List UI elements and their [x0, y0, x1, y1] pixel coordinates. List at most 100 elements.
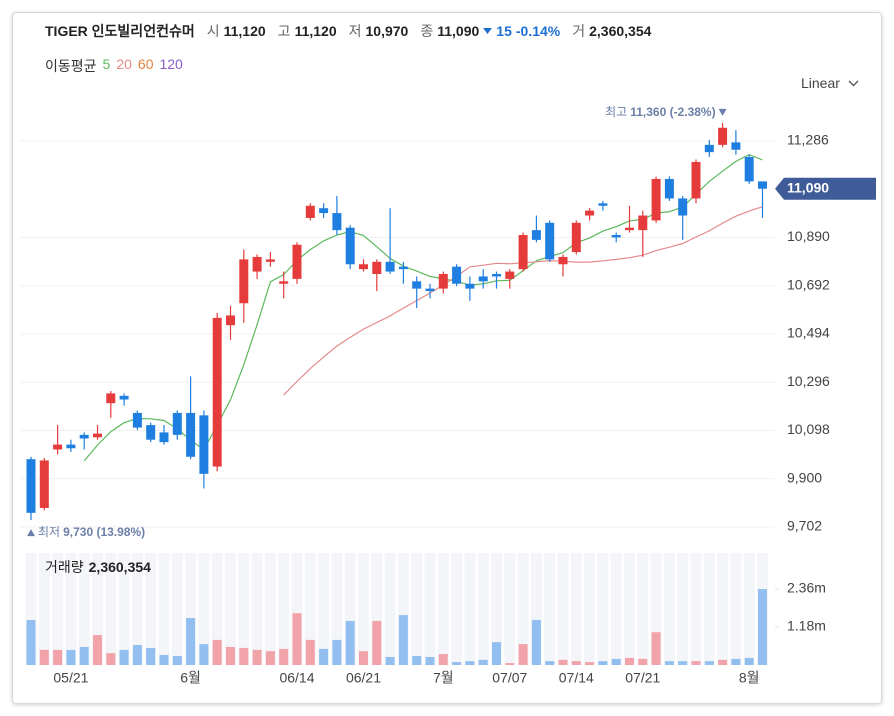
- ma-line: [83, 153, 763, 462]
- volume-bar: [478, 659, 488, 665]
- volume-bar: [39, 649, 49, 665]
- volume-column-bg: [198, 553, 210, 665]
- volume-bar: [425, 656, 435, 665]
- candle-body: [292, 244, 302, 279]
- volume-bar: [558, 659, 568, 665]
- volume-column-bg: [424, 553, 436, 665]
- close-value: 11,090: [437, 23, 480, 39]
- volume-column-bg: [384, 553, 396, 665]
- candle-body: [558, 256, 568, 265]
- price-tag-label: 11,090: [787, 179, 829, 195]
- volume-title: 거래량 2,360,354: [45, 559, 151, 575]
- x-tick-label: 05/21: [53, 670, 88, 686]
- candle-body: [452, 266, 462, 284]
- low-annotation: 최저 9,730 (13.98%): [38, 525, 145, 539]
- volume-column-bg: [530, 553, 542, 665]
- volume-column-bg: [264, 553, 276, 665]
- close-label: 종: [420, 23, 434, 39]
- volume-bar: [132, 645, 142, 665]
- high-value: 11,120: [294, 23, 337, 39]
- y-tick-label: 11,286: [787, 132, 829, 148]
- volume-title-value: 2,360,354: [89, 559, 151, 575]
- candle-body: [651, 178, 661, 221]
- candle-body: [664, 178, 674, 199]
- volume-bar: [398, 615, 408, 665]
- candle-body: [598, 203, 608, 206]
- volume-column-bg: [663, 553, 675, 665]
- volume-column-bg: [38, 553, 50, 665]
- candle-body: [398, 266, 408, 270]
- volume-bar: [678, 661, 688, 665]
- volume-bar: [465, 661, 475, 665]
- candle-body: [758, 181, 767, 189]
- candle-body: [518, 235, 528, 270]
- volume-bar: [758, 589, 767, 665]
- volume-column-bg: [544, 553, 556, 665]
- volume-bar: [505, 663, 515, 665]
- y-tick-label: 10,296: [787, 373, 830, 389]
- candle-body: [704, 144, 714, 153]
- high-annotation-text: 11,360 (-2.38%): [630, 105, 715, 119]
- volume-bar: [332, 639, 342, 665]
- low-annotation-text: 9,730 (13.98%): [63, 525, 145, 539]
- candle-body: [39, 460, 49, 508]
- volume-bar: [319, 648, 329, 665]
- high-annotation: 최고 11,360 (-2.38%): [605, 105, 715, 119]
- low-annotation-label: 최저: [38, 525, 60, 539]
- candle-body: [305, 205, 315, 218]
- y-tick-label: 9,702: [787, 518, 822, 534]
- scale-dropdown[interactable]: Linear: [801, 75, 859, 91]
- volume-bar: [744, 657, 754, 665]
- x-tick-label: 07/07: [492, 670, 527, 686]
- ma-legend-items: 5 20 60 120: [103, 56, 183, 76]
- x-tick-label: 7월: [433, 670, 454, 686]
- volume-label: 거: [572, 23, 586, 39]
- candle-body: [478, 276, 488, 282]
- legend-entry: 60: [137, 56, 154, 72]
- scale-mode[interactable]: Linear: [801, 75, 840, 91]
- x-tick-label: 07/21: [625, 670, 660, 686]
- volume-bar: [372, 620, 382, 665]
- y-tick-label: 10,890: [787, 228, 830, 244]
- y-tick-label: 9,900: [787, 469, 822, 485]
- volume-column-bg: [570, 553, 582, 665]
- volume-bar: [531, 619, 541, 665]
- candle-body: [425, 288, 435, 292]
- high-annotation-label: 최고: [605, 105, 627, 119]
- volume-column-bg: [557, 553, 569, 665]
- ma-legend-title: 이동평균: [45, 58, 97, 74]
- candle-body: [531, 230, 541, 240]
- candle-body: [691, 161, 701, 199]
- volume-column-bg: [52, 553, 64, 665]
- volume-column-bg: [344, 553, 356, 665]
- volume-bar: [239, 647, 249, 665]
- x-tick-label: 06/14: [279, 670, 314, 686]
- candle-body: [199, 415, 209, 474]
- volume-bar: [212, 639, 222, 665]
- candle-body: [53, 444, 63, 450]
- volume-column-bg: [211, 553, 223, 665]
- candle-body: [718, 127, 728, 145]
- volume-column-bg: [451, 553, 463, 665]
- volume-bar: [119, 649, 129, 665]
- x-tick-label: 8월: [739, 670, 760, 686]
- candle-body: [226, 315, 235, 326]
- volume-column-bg: [703, 553, 715, 665]
- volume-column-bg: [92, 553, 103, 665]
- open-value: 11,120: [223, 23, 266, 39]
- change: 15: [496, 23, 512, 39]
- volume-column-bg: [331, 553, 343, 665]
- y-tick-label: 10,098: [787, 421, 830, 437]
- candle-body: [625, 227, 634, 231]
- volume-bar: [279, 648, 289, 665]
- candle-body: [492, 274, 501, 277]
- candle-body: [132, 412, 142, 428]
- volume-column-bg: [118, 553, 130, 665]
- volume-bar: [438, 654, 448, 665]
- volume-column-bg: [131, 553, 143, 665]
- volume-column-bg: [358, 553, 369, 665]
- x-tick-label: 06/21: [346, 670, 381, 686]
- volume-column-bg: [65, 553, 77, 665]
- volume-bar: [359, 651, 368, 665]
- candle-body: [678, 198, 688, 216]
